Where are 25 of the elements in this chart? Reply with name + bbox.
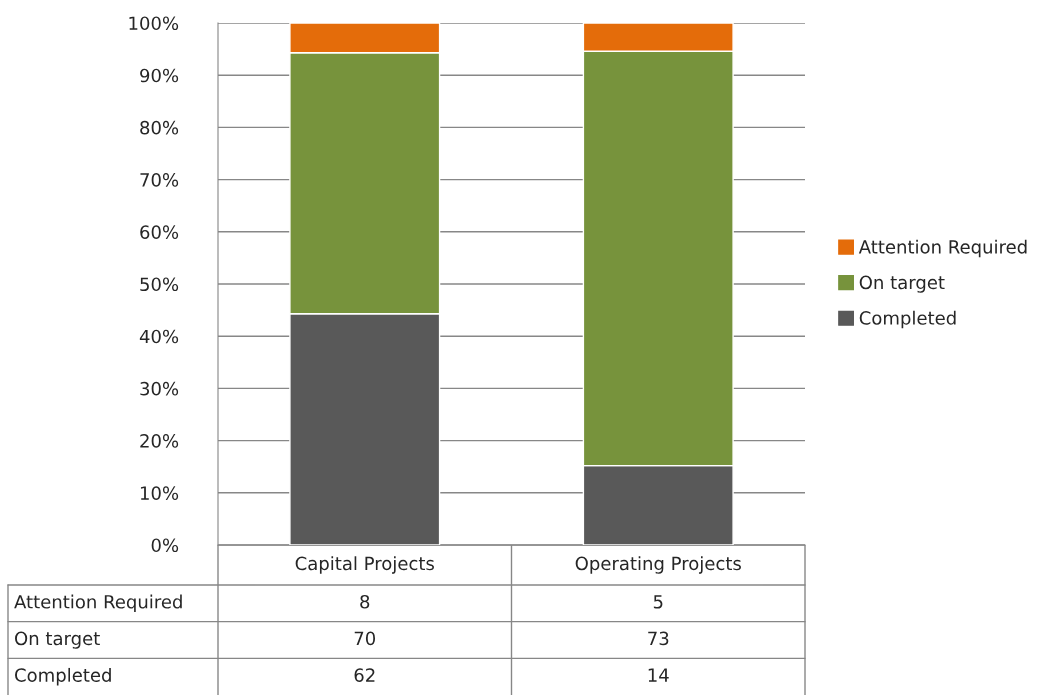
text: 5 (653, 595, 663, 609)
text: Attention Required (14, 594, 182, 613)
y-tick-label: 20% (140, 434, 179, 448)
y-tick-label: 60% (140, 225, 179, 239)
y-tick-label: 10% (140, 486, 179, 500)
text: 14 (648, 668, 669, 682)
legend-label: On target (859, 275, 945, 293)
x-tick-label: Operating Projects (575, 556, 741, 574)
y-tick-label: 40% (139, 329, 179, 344)
text: 62 (354, 668, 375, 682)
y-tick-label: 70% (140, 173, 179, 187)
x-tick-label: Capital Projects (295, 556, 434, 574)
y-tick-label: 50% (140, 277, 179, 292)
legend-label: Completed (859, 310, 956, 329)
y-tick-label: 0% (151, 538, 179, 553)
text: Completed (15, 667, 111, 686)
y-tick-label: 80% (140, 120, 179, 135)
text: On target (15, 631, 100, 649)
text: 73 (648, 631, 669, 646)
y-tick-label: 90% (140, 68, 179, 83)
y-tick-label: 100% (129, 16, 179, 31)
text: 8 (360, 594, 370, 609)
y-tick-label: 30% (140, 381, 179, 396)
text: 70 (354, 631, 376, 646)
legend-label: Attention Required (858, 239, 1027, 258)
